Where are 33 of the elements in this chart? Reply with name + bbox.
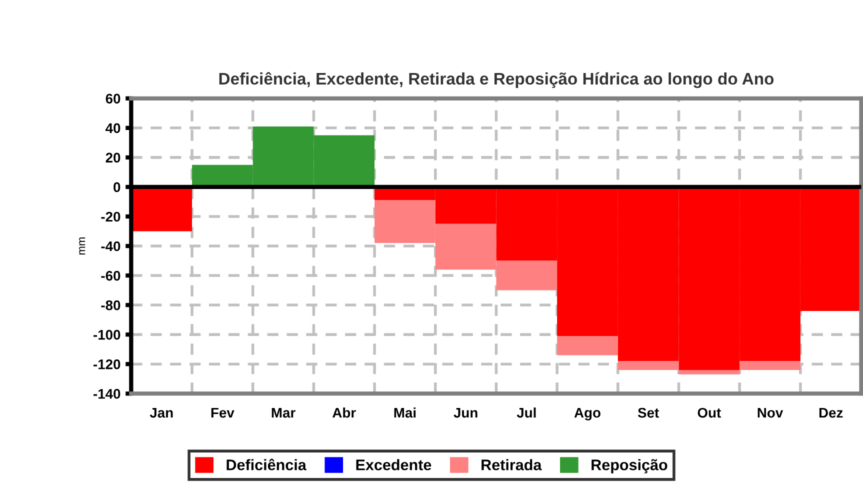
- x-tick-label: Abr: [332, 407, 356, 418]
- x-tick-label: Nov: [758, 408, 784, 418]
- legend-label: Deficiência: [226, 458, 306, 470]
- x-tick-label: Jul: [516, 407, 536, 418]
- x-tick-label: Mai: [394, 407, 416, 418]
- legend-label: Reposição: [592, 459, 668, 474]
- y-tick-label: 20: [106, 152, 120, 163]
- y-tick-label: -140: [94, 388, 120, 399]
- x-tick-label: Jan: [150, 408, 173, 418]
- y-tick-label: -60: [101, 270, 120, 281]
- legend-label: Retirada: [482, 459, 542, 470]
- x-tick-label: Fev: [211, 408, 234, 418]
- bar: [678, 370, 740, 374]
- y-axis-title: mm: [79, 237, 86, 255]
- y-tick-label: -20: [101, 212, 120, 222]
- x-tick-label: Dez: [819, 408, 843, 418]
- y-tick-label: -40: [101, 241, 120, 252]
- x-tick-label: Jun: [454, 408, 478, 418]
- bar: [557, 336, 618, 356]
- x-tick-label: Ago: [574, 408, 600, 420]
- y-tick-label: -100: [94, 330, 120, 340]
- bar: [740, 361, 800, 370]
- y-tick-label: 0: [114, 182, 120, 192]
- chart-title: Deficiência, Excedente, Retirada e Reposição Hídrica ao longo do Ano: [219, 72, 774, 88]
- x-tick-label: Set: [638, 408, 659, 418]
- y-tick-label: 60: [106, 94, 120, 104]
- bar: [618, 361, 679, 370]
- x-tick-label: Out: [698, 408, 721, 418]
- x-tick-label: Mar: [272, 408, 296, 418]
- legend-label: Excedente: [356, 459, 432, 470]
- y-tick-label: -80: [101, 300, 120, 310]
- y-tick-label: 40: [106, 123, 120, 134]
- y-tick-label: -120: [94, 359, 120, 370]
